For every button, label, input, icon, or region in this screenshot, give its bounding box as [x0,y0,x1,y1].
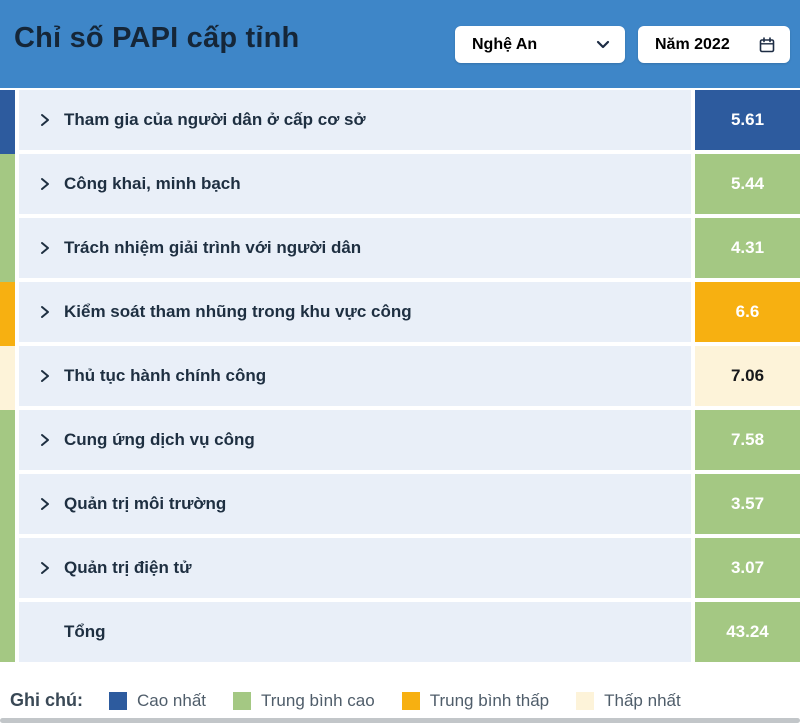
category-color-strip [0,90,15,154]
legend-title: Ghi chú: [10,690,83,710]
chevron-right-icon[interactable] [39,560,51,576]
score-badge: 3.07 [695,538,800,598]
province-select-value: Nghệ An [472,35,538,53]
papi-row[interactable]: Cung ứng dịch vụ công 7.58 [0,410,800,474]
category-color-strip [0,346,15,410]
papi-row[interactable]: Tổng 43.24 [0,602,800,662]
legend-item: Cao nhất [109,691,206,711]
row-label: Kiểm soát tham nhũng trong khu vực công [64,302,412,321]
legend-label: Trung bình thấp [429,690,550,710]
score-badge: 7.58 [695,410,800,470]
category-color-strip [0,538,15,602]
chevron-right-icon[interactable] [39,240,51,256]
header: Chỉ số PAPI cấp tỉnh Nghệ An Năm 2022 [0,0,800,88]
row-body: Trách nhiệm giải trình với người dân [19,218,691,278]
legend-item: Thấp nhất [576,691,681,711]
score-badge: 7.06 [695,346,800,406]
row-label: Thủ tục hành chính công [64,366,267,385]
papi-row[interactable]: Kiểm soát tham nhũng trong khu vực công 6… [0,282,800,346]
row-label: Cung ứng dịch vụ công [64,430,255,449]
row-body: Quản trị điện tử [19,538,691,598]
chevron-right-icon[interactable] [39,432,51,448]
row-label: Công khai, minh bạch [64,174,241,193]
score-badge: 6.6 [695,282,800,342]
row-label: Quản trị điện tử [64,558,192,577]
row-body: Tổng [19,602,691,662]
legend-swatch [233,691,251,710]
page-title: Chỉ số PAPI cấp tỉnh [14,22,300,54]
legend-item: Trung bình cao [233,691,375,711]
papi-row[interactable]: Quản trị môi trường 3.57 [0,474,800,538]
legend-label: Thấp nhất [604,690,681,710]
row-label: Tham gia của người dân ở cấp cơ sở [64,110,366,129]
horizontal-scrollbar[interactable] [0,718,800,723]
category-color-strip [0,218,15,282]
legend: Ghi chú: Cao nhất Trung bình cao Trung bìn… [10,690,708,711]
score-badge: 3.57 [695,474,800,534]
row-body: Quản trị môi trường [19,474,691,534]
row-label: Tổng [64,622,106,641]
score-badge: 5.44 [695,154,800,214]
legend-label: Cao nhất [137,690,206,710]
papi-row[interactable]: Trách nhiệm giải trình với người dân 4.31 [0,218,800,282]
category-color-strip [0,410,15,474]
row-body: Kiểm soát tham nhũng trong khu vực công [19,282,691,342]
score-badge: 5.61 [695,90,800,150]
row-label: Trách nhiệm giải trình với người dân [64,238,362,257]
legend-label: Trung bình cao [261,690,375,710]
legend-swatch [401,691,420,710]
year-picker-value: Năm 2022 [655,35,730,53]
chevron-right-icon[interactable] [39,112,51,128]
row-label: Quản trị môi trường [64,494,227,513]
chevron-right-icon[interactable] [39,368,51,384]
score-badge: 43.24 [695,602,800,662]
chevron-down-icon [596,40,610,49]
category-color-strip [0,602,15,662]
papi-row[interactable]: Tham gia của người dân ở cấp cơ sở 5.61 [0,90,800,154]
row-body: Tham gia của người dân ở cấp cơ sở [19,90,691,150]
row-body: Công khai, minh bạch [19,154,691,214]
calendar-icon [758,36,776,54]
chevron-right-icon[interactable] [39,176,51,192]
papi-category-list: Tham gia của người dân ở cấp cơ sở 5.61 Cô… [0,90,800,666]
score-badge: 4.31 [695,218,800,278]
row-body: Cung ứng dịch vụ công [19,410,691,470]
papi-row[interactable]: Thủ tục hành chính công 7.06 [0,346,800,410]
year-picker[interactable]: Năm 2022 [638,26,790,63]
row-body: Thủ tục hành chính công [19,346,691,406]
chevron-right-icon[interactable] [39,496,51,512]
chevron-right-icon[interactable] [39,304,51,320]
papi-row[interactable]: Công khai, minh bạch 5.44 [0,154,800,218]
category-color-strip [0,154,15,218]
legend-item: Trung bình thấp [401,690,550,711]
legend-swatch [109,691,127,710]
category-color-strip [0,282,15,346]
province-select[interactable]: Nghệ An [455,26,625,63]
papi-row[interactable]: Quản trị điện tử 3.07 [0,538,800,602]
category-color-strip [0,474,15,538]
legend-swatch [576,691,595,710]
